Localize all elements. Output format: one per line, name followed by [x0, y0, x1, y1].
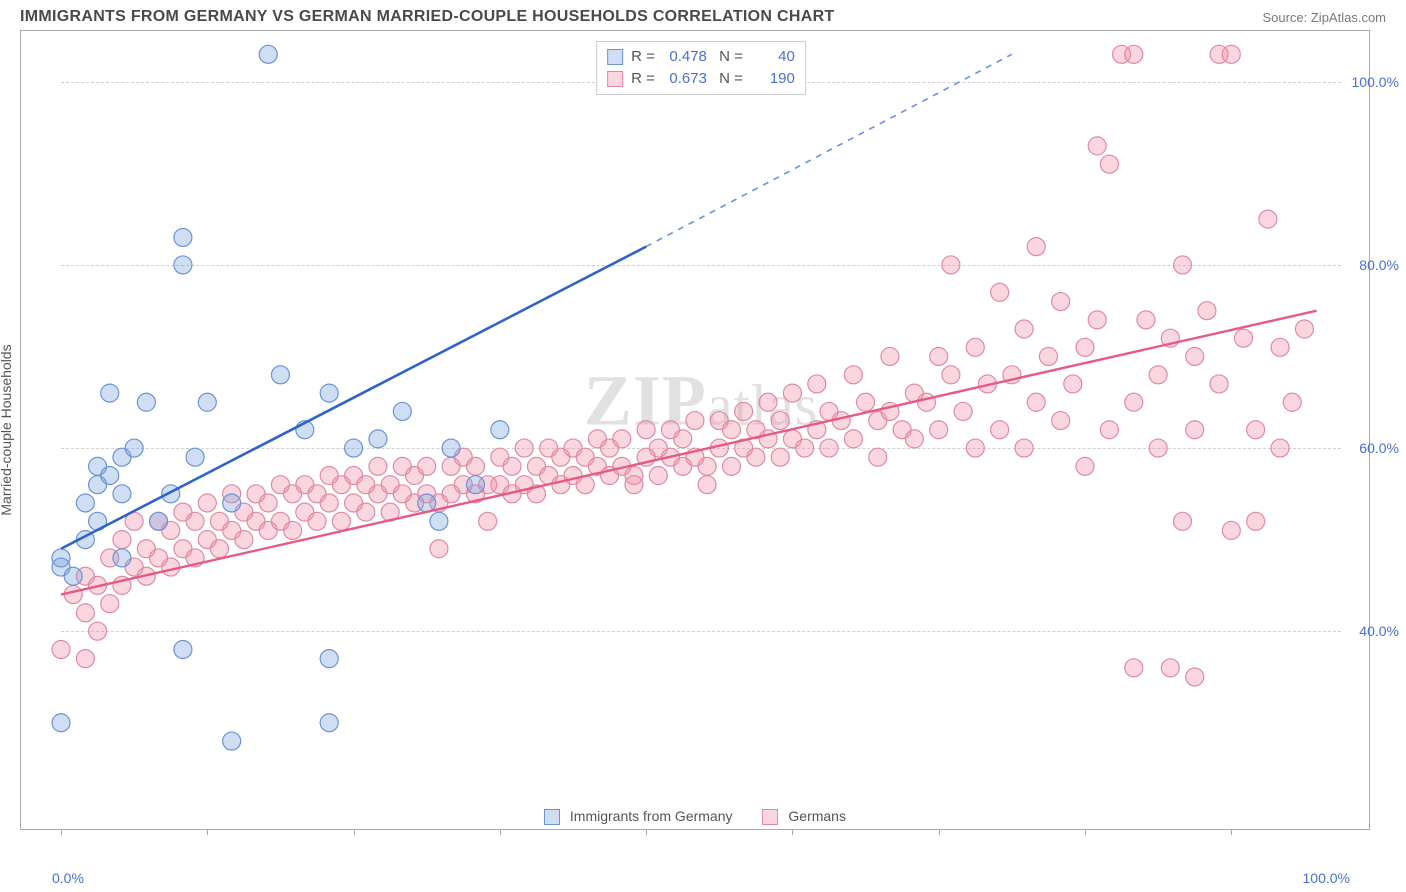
x-tick — [354, 829, 355, 835]
x-tick — [207, 829, 208, 835]
x-tick — [646, 829, 647, 835]
legend-label-blue: Immigrants from Germany — [570, 808, 733, 824]
x-axis-max-label: 100.0% — [1303, 870, 1350, 886]
y-tick-label: 100.0% — [1349, 74, 1399, 90]
x-tick — [61, 829, 62, 835]
legend-swatch-blue — [607, 49, 623, 65]
r-value-blue: 0.478 — [663, 46, 707, 68]
n-value-blue: 40 — [751, 46, 795, 68]
x-axis-min-label: 0.0% — [52, 870, 84, 886]
source-label: Source: ZipAtlas.com — [1262, 10, 1386, 25]
y-axis-label: Married-couple Households — [0, 344, 14, 515]
legend-row-blue: R = 0.478 N = 40 — [607, 46, 795, 68]
n-value-pink: 190 — [751, 68, 795, 90]
legend-row-pink: R = 0.673 N = 190 — [607, 68, 795, 90]
chart-title: IMMIGRANTS FROM GERMANY VS GERMAN MARRIE… — [20, 8, 835, 26]
x-tick — [500, 829, 501, 835]
x-tick — [939, 829, 940, 835]
correlation-legend: R = 0.478 N = 40 R = 0.673 N = 190 — [596, 41, 806, 95]
y-tick-label: 40.0% — [1349, 623, 1399, 639]
plot-area: 40.0%60.0%80.0%100.0% ZIPatlas R = 0.478… — [61, 36, 1341, 796]
legend-swatch-pink-bottom — [763, 809, 779, 825]
legend-item-pink: Germans — [763, 808, 846, 825]
r-value-pink: 0.673 — [663, 68, 707, 90]
x-tick — [1085, 829, 1086, 835]
legend-item-blue: Immigrants from Germany — [544, 808, 732, 825]
y-tick-label: 60.0% — [1349, 440, 1399, 456]
y-tick-label: 80.0% — [1349, 257, 1399, 273]
series-legend: Immigrants from Germany Germans — [544, 808, 846, 825]
legend-swatch-blue-bottom — [544, 809, 560, 825]
scatter-plot — [61, 36, 1341, 796]
x-tick — [792, 829, 793, 835]
x-tick — [1231, 829, 1232, 835]
chart-container: Married-couple Households 40.0%60.0%80.0… — [20, 30, 1370, 830]
legend-swatch-pink — [607, 71, 623, 87]
legend-label-pink: Germans — [788, 808, 846, 824]
